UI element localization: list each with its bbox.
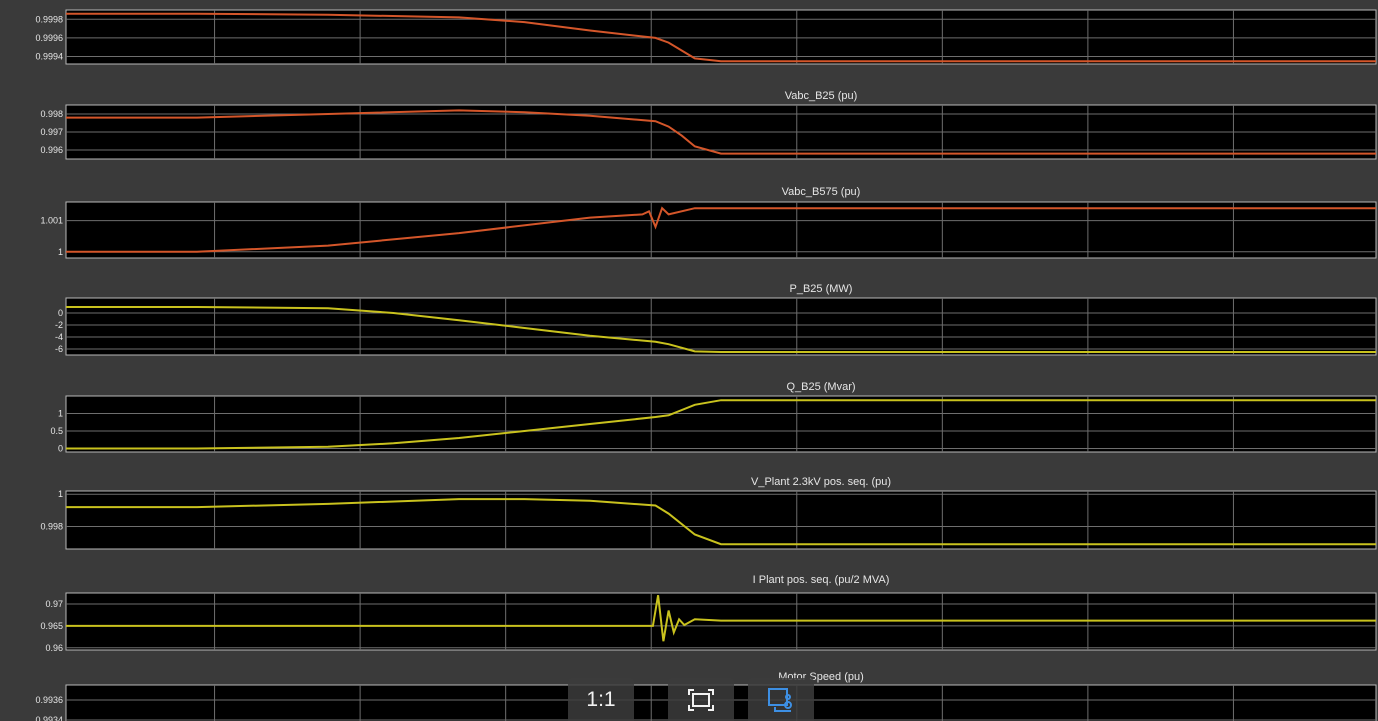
y-tick-label: -4	[55, 332, 63, 342]
scope-panel: 1 0.998 V_Plant 2.3kV pos. seq. (pu)	[40, 476, 1377, 550]
scope-panel: 0.998 0.997 0.996 Vabc_B25 (pu)	[40, 90, 1377, 160]
fit-to-view-icon	[688, 688, 714, 711]
series-line	[66, 306, 1376, 353]
y-tick-label: 0.998	[40, 521, 63, 531]
image-viewer-toolbar: 1:1	[568, 678, 836, 721]
scope-panel: 0 -2 -4 -6 P_B25 (MW)	[55, 283, 1377, 356]
y-tick-label: 0	[58, 308, 63, 318]
y-tick-label: -2	[55, 320, 63, 330]
axes-box	[65, 9, 1377, 65]
y-tick-label: 0.9934	[35, 715, 63, 721]
axes-box	[65, 297, 1377, 356]
series-line	[66, 206, 1376, 253]
y-tick-label: 1	[58, 489, 63, 499]
y-tick-label: 0.998	[40, 109, 63, 119]
series-line	[66, 12, 1376, 63]
series-line	[66, 498, 1376, 546]
panel-title: P_B25 (MW)	[790, 283, 853, 295]
series-line	[66, 595, 1376, 642]
y-tick-label: 0.9998	[35, 14, 63, 24]
snapshot-icon	[768, 687, 792, 712]
y-tick-label: 0.9936	[35, 695, 63, 705]
y-tick-label: 1	[58, 409, 63, 419]
snapshot-button[interactable]	[748, 678, 814, 721]
y-tick-label: -6	[55, 344, 63, 354]
y-tick-label: 0.9996	[35, 33, 63, 43]
actual-size-label: 1:1	[586, 687, 616, 711]
y-tick-label: 0.9994	[35, 52, 63, 62]
y-tick-label: 0.996	[40, 145, 63, 155]
y-tick-label: 0	[58, 444, 63, 454]
y-tick-label: 0.997	[40, 127, 63, 137]
panel-title: Vabc_B575 (pu)	[782, 186, 861, 198]
actual-size-button[interactable]: 1:1	[568, 678, 634, 721]
panel-title: Vabc_B25 (pu)	[785, 90, 858, 102]
y-tick-label: 0.97	[45, 599, 63, 609]
y-tick-label: 0.96	[45, 643, 63, 653]
panel-title: V_Plant 2.3kV pos. seq. (pu)	[751, 476, 891, 488]
scope-panel: 0.97 0.965 0.96 I Plant pos. seq. (pu/2 MVA…	[40, 574, 1377, 653]
scope-panel: 1.001 1 Vabc_B575 (pu)	[40, 186, 1377, 259]
y-tick-label: 1.001	[40, 216, 63, 226]
y-tick-label: 0.965	[40, 621, 63, 631]
scope-panel: 0.9998 0.9996 0.9994	[35, 9, 1377, 65]
fit-to-view-button[interactable]	[668, 678, 734, 721]
y-tick-label: 1	[58, 247, 63, 257]
panel-title: I Plant pos. seq. (pu/2 MVA)	[753, 574, 890, 586]
y-tick-label: 0.5	[50, 426, 63, 436]
panel-title: Q_B25 (Mvar)	[786, 381, 855, 393]
axes-box	[65, 490, 1377, 550]
axes-box	[65, 395, 1377, 453]
series-line	[66, 399, 1376, 450]
series-line	[66, 109, 1376, 155]
scope-panel: 1 0.5 0 Q_B25 (Mvar)	[50, 381, 1377, 454]
